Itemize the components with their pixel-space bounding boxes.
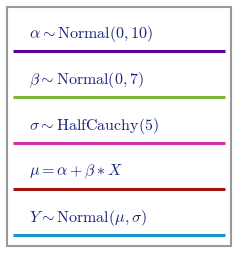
Text: $\beta \sim \mathrm{Normal}(0, 7)$: $\beta \sim \mathrm{Normal}(0, 7)$ [29, 70, 144, 90]
Text: $\mu = \alpha + \beta * X$: $\mu = \alpha + \beta * X$ [29, 162, 123, 181]
Text: $\sigma \sim \mathrm{HalfCauchy}(5)$: $\sigma \sim \mathrm{HalfCauchy}(5)$ [29, 116, 159, 136]
Text: $\alpha \sim \mathrm{Normal}(0, 10)$: $\alpha \sim \mathrm{Normal}(0, 10)$ [29, 24, 153, 44]
Text: $Y \sim \mathrm{Normal}(\mu, \sigma)$: $Y \sim \mathrm{Normal}(\mu, \sigma)$ [29, 207, 147, 227]
FancyBboxPatch shape [7, 8, 231, 246]
